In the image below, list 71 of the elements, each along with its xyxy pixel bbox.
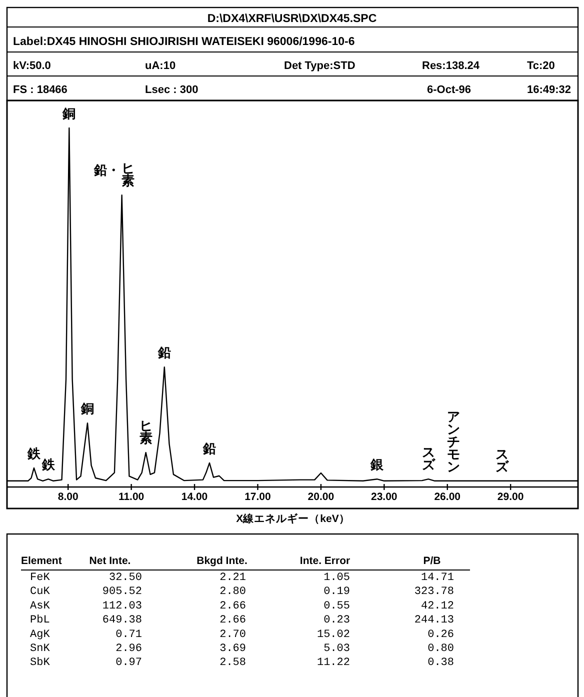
text: 0.55 [324,600,350,612]
chart-title: D:\DX4\XRF\USR\DX\DX45.SPC [207,13,377,25]
text: 323.78 [414,586,454,598]
annotation: 鉄 [26,446,42,461]
text: FS : 18466 [13,84,68,96]
x-axis-title: X線エネルギー（keV） [236,512,350,525]
x-tick-label: 14.00 [181,491,208,503]
text: SnK [30,643,50,655]
text: 244.13 [414,614,454,627]
text: 905.52 [102,586,142,598]
annotation: 鉄 [40,457,56,472]
annotation: 鉛 [202,440,216,456]
text: 11.22 [316,657,350,670]
text: 2.66 [220,600,246,612]
text: Det Type:STD [284,60,356,72]
x-tick-label: 29.00 [497,491,524,503]
text: kV:50.0 [13,60,51,72]
text: CuK [30,586,50,598]
text: Res:138.24 [422,60,480,72]
x-tick-label: 17.00 [244,491,272,503]
annotation: 銀 [369,457,384,472]
text: 0.38 [428,657,454,670]
text: P/B [423,555,442,567]
annotation: スズ [422,444,436,472]
chart-subtitle: Label:DX45 HINOSHI SHIOJIRISHI WATEISEKI 96006/1996-10-6 [13,36,355,48]
annotation: 銅 [80,401,94,416]
text: 15.02 [316,628,350,641]
text: 14.71 [420,572,454,584]
text: Lsec : 300 [145,84,198,96]
annotation: ヒ素 [139,418,152,446]
annotation: アンチモン [447,408,460,474]
text: Bkgd Inte. [196,555,248,567]
text: 5.03 [324,643,350,655]
text: 2.96 [116,643,142,655]
text: 112.03 [102,600,142,612]
text: 0.97 [116,657,142,670]
text: Element [21,555,62,567]
text: 0.23 [324,614,350,627]
text: PbL [30,614,50,627]
text: 0.19 [324,586,350,598]
text: 0.80 [428,643,454,655]
x-tick-label: 20.00 [308,491,334,503]
annotation: スズ [496,446,510,474]
text: Net Inte. [89,555,131,567]
text: 2.21 [220,572,246,584]
text: 6-Oct-96 [427,84,472,96]
text: Tc:20 [527,60,555,72]
text: 0.26 [428,628,454,641]
text: 32.50 [108,572,142,584]
annotation: 鉛 [156,345,171,360]
text: 649.38 [102,614,142,627]
x-tick-label: 23.00 [371,491,398,503]
text: 42.12 [420,600,454,612]
text: 2.70 [220,628,246,641]
text: 2.66 [220,614,246,627]
text: AgK [30,628,50,641]
x-tick-label: 11.00 [118,491,144,503]
text: 3.69 [220,643,246,655]
x-tick-label: 26.00 [434,491,461,503]
text: uA:10 [145,60,176,72]
text: 2.58 [220,657,246,670]
text: AsK [30,600,50,612]
text: 2.80 [220,586,246,598]
text: 16:49:32 [527,84,572,96]
text: 1.05 [324,572,350,584]
text: Inte. Error [300,555,350,567]
x-tick-label: 8.00 [58,491,78,503]
text: 0.71 [116,628,142,641]
annotation: 銅 [62,106,76,121]
text: SbK [30,657,50,670]
text: FeK [30,572,50,584]
